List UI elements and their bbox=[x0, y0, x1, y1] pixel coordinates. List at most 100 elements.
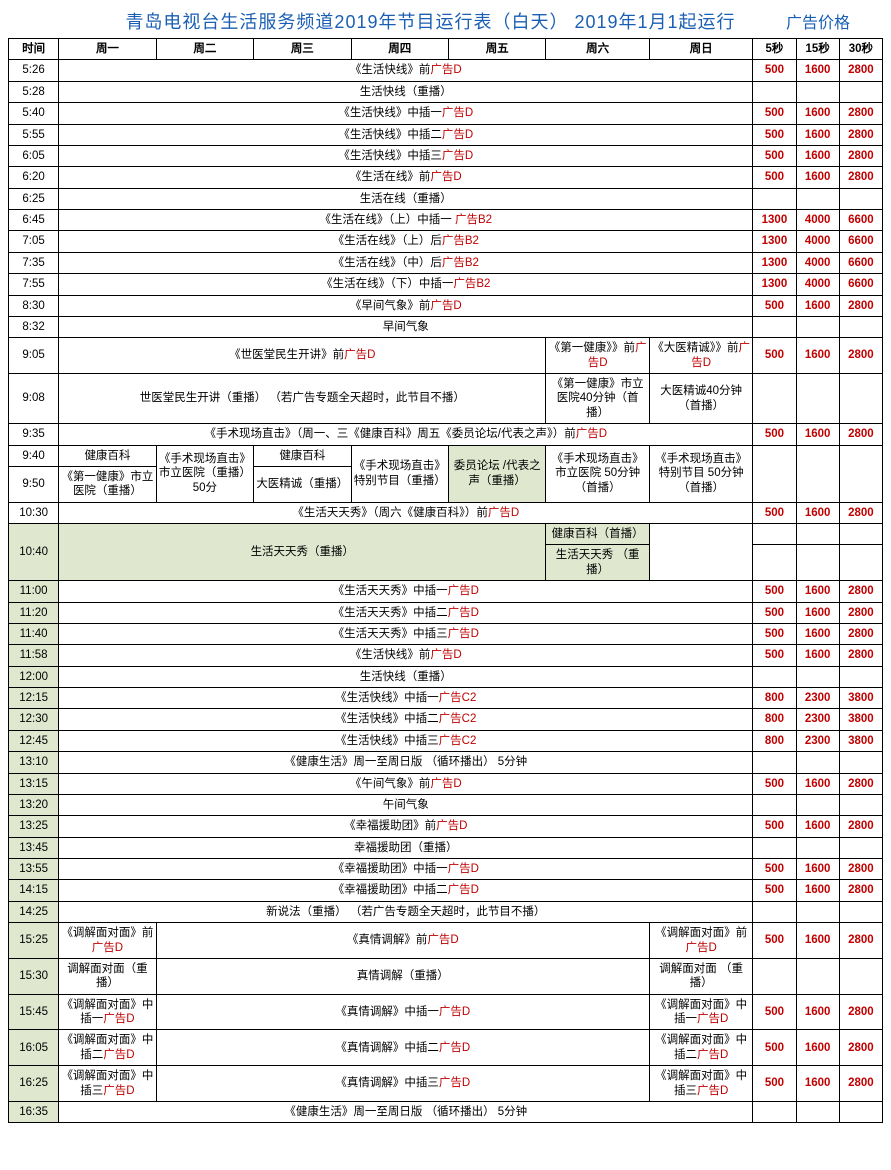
time-cell: 14:25 bbox=[9, 901, 59, 922]
row-1425: 14:25 新说法（重播） （若广告专题全天超时，此节目不播） bbox=[9, 901, 883, 922]
price-15s: 1600 bbox=[796, 923, 839, 959]
time-cell: 13:45 bbox=[9, 837, 59, 858]
th-d1: 周一 bbox=[59, 39, 156, 60]
time-cell: 16:05 bbox=[9, 1030, 59, 1066]
program-cell-d1: 《第一健康》市立医院（重播） bbox=[59, 466, 156, 502]
price-30s: 3800 bbox=[839, 709, 882, 730]
program-cell-d7: 《调解面对面》中插三广告D bbox=[649, 1066, 752, 1102]
time-cell: 16:35 bbox=[9, 1101, 59, 1122]
row-1345: 13:45 幸福援助团（重播） bbox=[9, 837, 883, 858]
time-cell: 15:25 bbox=[9, 923, 59, 959]
price-15s bbox=[796, 666, 839, 687]
program-cell: 生活快线（重播） bbox=[59, 666, 753, 687]
price-30s: 2800 bbox=[839, 880, 882, 901]
program-cell: 世医堂民生开讲（重播） （若广告专题全天超时，此节目不播） bbox=[59, 374, 546, 424]
th-d7: 周日 bbox=[649, 39, 752, 60]
program-cell: 《早间气象》前广告D bbox=[59, 295, 753, 316]
row-908: 9:08 世医堂民生开讲（重播） （若广告专题全天超时，此节目不播） 《第一健康… bbox=[9, 374, 883, 424]
price-30s bbox=[839, 445, 882, 502]
program-cell: 《幸福援助团》中插一广告D bbox=[59, 859, 753, 880]
price-15s: 2300 bbox=[796, 730, 839, 751]
th-p15: 15秒 bbox=[796, 39, 839, 60]
row-1140: 11:40 《生活天天秀》中插三广告D 500 1600 2800 bbox=[9, 623, 883, 644]
price-30s: 2800 bbox=[839, 424, 882, 445]
time-cell: 6:20 bbox=[9, 167, 59, 188]
price-30s: 2800 bbox=[839, 581, 882, 602]
price-5s bbox=[753, 316, 796, 337]
row-1245: 12:45 《生活快线》中插三广告C2 800 2300 3800 bbox=[9, 730, 883, 751]
price-15s: 1600 bbox=[796, 60, 839, 81]
price-15s bbox=[796, 316, 839, 337]
price-5s bbox=[753, 545, 796, 581]
time-cell: 11:00 bbox=[9, 581, 59, 602]
price-5s: 500 bbox=[753, 502, 796, 523]
program-cell: 新说法（重播） （若广告专题全天超时，此节目不播） bbox=[59, 901, 753, 922]
price-5s: 500 bbox=[753, 602, 796, 623]
program-cell-d2: 《手术现场直击》市立医院（重播）50分 bbox=[156, 445, 253, 502]
time-cell: 10:30 bbox=[9, 502, 59, 523]
time-cell: 15:45 bbox=[9, 994, 59, 1030]
price-30s: 2800 bbox=[839, 773, 882, 794]
row-1545: 15:45 《调解面对面》中插一广告D 《真情调解》中插一广告D 《调解面对面》… bbox=[9, 994, 883, 1030]
row-1315: 13:15 《午间气象》前广告D 500 1600 2800 bbox=[9, 773, 883, 794]
program-cell-d6: 《手术现场直击》市立医院 50分钟 （首播） bbox=[546, 445, 649, 502]
row-540: 5:40 《生活快线》中插一广告D 500 1600 2800 bbox=[9, 103, 883, 124]
price-30s: 2800 bbox=[839, 859, 882, 880]
program-cell: 生活快线（重播） bbox=[59, 81, 753, 102]
time-cell: 9:35 bbox=[9, 424, 59, 445]
program-cell-d1: 调解面对面（重播） bbox=[59, 958, 156, 994]
th-p5: 5秒 bbox=[753, 39, 796, 60]
price-15s bbox=[796, 81, 839, 102]
time-cell: 6:25 bbox=[9, 188, 59, 209]
price-30s: 6600 bbox=[839, 210, 882, 231]
price-30s: 6600 bbox=[839, 231, 882, 252]
price-5s bbox=[753, 794, 796, 815]
price-5s bbox=[753, 837, 796, 858]
program-cell: 《生活快线》中插二广告D bbox=[59, 124, 753, 145]
price-15s bbox=[796, 545, 839, 581]
time-cell: 11:58 bbox=[9, 645, 59, 666]
price-30s: 2800 bbox=[839, 60, 882, 81]
program-cell-mid: 《真情调解》前广告D bbox=[156, 923, 649, 959]
program-cell: 早间气象 bbox=[59, 316, 753, 337]
program-cell: 《生活在线》（中）后广告B2 bbox=[59, 252, 753, 273]
time-cell: 5:40 bbox=[9, 103, 59, 124]
price-30s: 2800 bbox=[839, 295, 882, 316]
program-cell-d7: 调解面对面 （重播） bbox=[649, 958, 752, 994]
time-cell: 13:20 bbox=[9, 794, 59, 815]
time-cell: 8:30 bbox=[9, 295, 59, 316]
price-15s: 1600 bbox=[796, 295, 839, 316]
program-cell: 生活在线（重播） bbox=[59, 188, 753, 209]
price-15s: 1600 bbox=[796, 581, 839, 602]
price-15s bbox=[796, 794, 839, 815]
price-15s: 1600 bbox=[796, 602, 839, 623]
price-15s bbox=[796, 1101, 839, 1122]
program-cell-d7: 《调解面对面》中插二广告D bbox=[649, 1030, 752, 1066]
program-cell: 《生活快线》前广告D bbox=[59, 60, 753, 81]
program-cell-d3: 健康百科 bbox=[254, 445, 351, 466]
th-time: 时间 bbox=[9, 39, 59, 60]
row-1100: 11:00 《生活天天秀》中插一广告D 500 1600 2800 bbox=[9, 581, 883, 602]
row-1120: 11:20 《生活天天秀》中插二广告D 500 1600 2800 bbox=[9, 602, 883, 623]
program-cell: 《幸福援助团》中插二广告D bbox=[59, 880, 753, 901]
program-cell: 《生活天天秀》中插一广告D bbox=[59, 581, 753, 602]
row-832: 8:32 早间气象 bbox=[9, 316, 883, 337]
th-d3: 周三 bbox=[254, 39, 351, 60]
price-30s bbox=[839, 545, 882, 581]
program-cell-d7: 《调解面对面》中插一广告D bbox=[649, 994, 752, 1030]
row-625: 6:25 生活在线（重播） bbox=[9, 188, 883, 209]
row-1200: 12:00 生活快线（重播） bbox=[9, 666, 883, 687]
price-5s: 500 bbox=[753, 645, 796, 666]
row-940: 9:40 健康百科 《手术现场直击》市立医院（重播）50分 健康百科 《手术现场… bbox=[9, 445, 883, 466]
price-5s bbox=[753, 752, 796, 773]
time-cell: 9:50 bbox=[9, 466, 59, 502]
program-cell-d7: 《手术现场直击》特别节目 50分钟（首播） bbox=[649, 445, 752, 502]
program-cell: 《生活在线》前广告D bbox=[59, 167, 753, 188]
program-cell: 《健康生活》周一至周日版 （循环播出） 5分钟 bbox=[59, 1101, 753, 1122]
program-cell-d1: 健康百科 bbox=[59, 445, 156, 466]
time-cell: 15:30 bbox=[9, 958, 59, 994]
price-5s bbox=[753, 1101, 796, 1122]
price-15s bbox=[796, 445, 839, 502]
time-cell: 10:40 bbox=[9, 524, 59, 581]
th-p30: 30秒 bbox=[839, 39, 882, 60]
